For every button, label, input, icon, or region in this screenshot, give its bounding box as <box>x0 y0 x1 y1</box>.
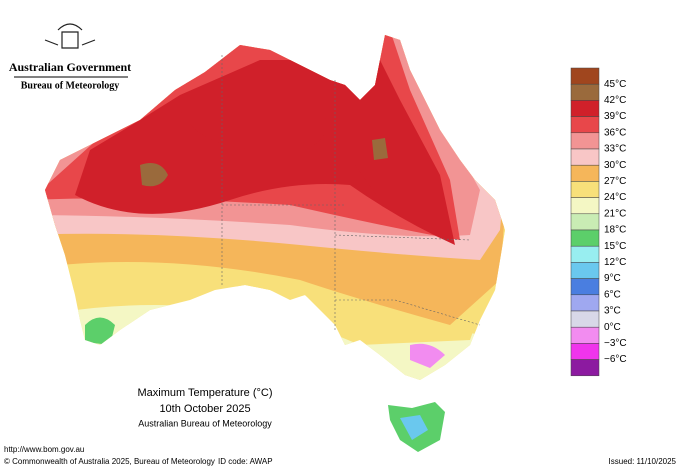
legend-label: 39°C <box>604 111 626 122</box>
legend-swatch <box>570 326 600 344</box>
legend-label: −3°C <box>604 338 627 349</box>
legend-swatch <box>570 164 600 182</box>
legend-label: 36°C <box>604 127 626 138</box>
band <box>180 102 420 200</box>
legend-swatch <box>570 83 600 101</box>
legend-swatch <box>570 359 600 377</box>
map-title: Maximum Temperature (°C) <box>137 387 272 399</box>
legend-label: −6°C <box>604 354 627 365</box>
legend-label: 21°C <box>604 208 626 219</box>
legend-label: 12°C <box>604 257 626 268</box>
legend-swatch <box>570 116 600 134</box>
legend-swatch <box>570 278 600 296</box>
legend-label: 18°C <box>604 225 626 236</box>
legend-swatch <box>570 343 600 360</box>
footer-id: ID code: AWAP <box>218 457 273 466</box>
bureau-name: Bureau of Meteorology <box>21 80 120 91</box>
legend: 45°C 42°C 39°C 36°C 33°C 30°C 27°C 24°C 21°C 18°C… <box>570 67 627 377</box>
legend-label: 45°C <box>604 79 626 90</box>
legend-swatch <box>570 310 600 328</box>
legend-label: 30°C <box>604 160 626 171</box>
footer-copyright: © Commonwealth of Australia 2025, Bureau… <box>4 457 215 466</box>
legend-label: 6°C <box>604 289 621 300</box>
legend-label: 3°C <box>604 306 621 317</box>
legend-swatch <box>570 294 600 312</box>
legend-swatch <box>570 148 600 166</box>
legend-swatch <box>570 181 600 198</box>
legend-swatch <box>570 197 600 215</box>
legend-label: 24°C <box>604 192 626 203</box>
legend-label: 42°C <box>604 95 626 106</box>
legend-swatch <box>570 67 600 85</box>
legend-swatch <box>570 262 600 279</box>
legend-label: 27°C <box>604 176 626 187</box>
state-borders <box>221 55 481 330</box>
legend-swatch <box>570 245 600 263</box>
map-source: Australian Bureau of Meteorology <box>138 418 272 428</box>
legend-label: 0°C <box>604 322 621 333</box>
footer-url: http://www.bom.gov.au <box>4 445 84 454</box>
legend-swatch <box>570 213 600 231</box>
map-date: 10th October 2025 <box>159 403 250 415</box>
legend-swatch <box>570 229 600 247</box>
legend-swatch <box>570 100 600 117</box>
tasmania-core <box>400 415 428 440</box>
legend-swatch <box>570 132 600 150</box>
legend-label: 9°C <box>604 273 621 284</box>
crest <box>44 23 96 49</box>
legend-label: 15°C <box>604 241 626 252</box>
legend-label: 33°C <box>604 144 626 155</box>
footer-issued: Issued: 11/10/2025 <box>609 457 677 466</box>
band <box>410 343 445 368</box>
gov-name: Australian Government <box>9 60 131 74</box>
band <box>75 60 455 245</box>
